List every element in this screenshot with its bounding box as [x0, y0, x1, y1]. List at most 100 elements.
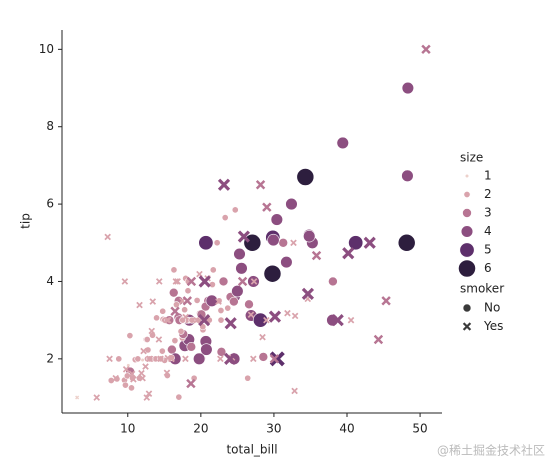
point	[233, 247, 246, 261]
point	[231, 206, 239, 214]
point	[205, 294, 218, 307]
point	[143, 394, 151, 401]
point	[296, 168, 315, 186]
point	[153, 314, 161, 322]
point	[128, 370, 136, 378]
point	[155, 278, 163, 285]
point	[397, 233, 416, 252]
point	[139, 374, 146, 382]
point	[229, 296, 239, 307]
legend-marker	[464, 173, 470, 179]
point	[157, 355, 164, 363]
point	[336, 136, 349, 150]
point	[193, 296, 201, 304]
point	[198, 275, 211, 288]
point	[171, 337, 179, 345]
point	[217, 316, 225, 324]
point	[149, 298, 157, 305]
point	[263, 316, 270, 324]
point	[291, 312, 299, 320]
point	[182, 355, 189, 363]
point	[138, 369, 145, 377]
point	[128, 384, 135, 392]
point	[122, 365, 130, 373]
point	[159, 307, 167, 315]
point	[134, 355, 142, 363]
point	[121, 278, 129, 285]
point	[168, 287, 179, 298]
legend-marker	[462, 303, 472, 313]
point	[331, 314, 344, 327]
legend-title: smoker	[460, 282, 504, 296]
point	[224, 317, 237, 330]
point	[146, 355, 153, 363]
point	[163, 369, 171, 377]
point	[224, 304, 232, 312]
point	[381, 296, 391, 306]
point	[75, 395, 80, 400]
point	[198, 314, 211, 327]
point	[93, 394, 101, 401]
point	[278, 237, 289, 248]
legend-marker	[459, 242, 475, 258]
point	[347, 316, 355, 324]
legend-label: 6	[484, 261, 492, 275]
point	[140, 347, 147, 355]
point	[373, 334, 384, 345]
point	[216, 347, 227, 357]
point	[259, 333, 266, 341]
point	[112, 374, 120, 382]
point	[237, 230, 250, 243]
legend-marker	[463, 191, 471, 198]
point	[262, 202, 272, 212]
y-axis-label: tip	[19, 213, 33, 229]
point	[148, 327, 156, 335]
point	[269, 351, 285, 367]
point	[244, 299, 254, 310]
x-tick-label: 40	[339, 422, 354, 436]
point	[188, 316, 196, 324]
legend-marker	[462, 322, 472, 331]
point	[158, 347, 166, 355]
point	[155, 336, 163, 343]
point	[145, 390, 153, 397]
point	[244, 374, 252, 382]
point	[182, 313, 189, 321]
point	[215, 298, 222, 305]
point	[170, 266, 178, 274]
point	[136, 301, 143, 309]
legend-marker	[460, 225, 474, 238]
point	[291, 387, 298, 395]
legend-label: 5	[484, 243, 492, 257]
point	[267, 233, 280, 247]
point	[198, 235, 214, 251]
point	[303, 230, 316, 243]
point	[104, 233, 111, 241]
y-tick-label: 8	[46, 119, 54, 133]
x-tick-label: 30	[266, 422, 281, 436]
point	[285, 197, 298, 211]
point	[221, 214, 229, 222]
y-tick-label: 6	[46, 197, 54, 211]
point	[217, 307, 225, 314]
point	[209, 266, 217, 274]
point	[217, 178, 231, 191]
point	[174, 278, 181, 285]
y-tick-label: 10	[39, 42, 54, 56]
point	[284, 309, 291, 317]
point	[258, 352, 269, 362]
point	[247, 311, 255, 319]
point	[182, 296, 193, 306]
watermark: @稀土掘金技术社区	[437, 443, 545, 458]
point	[250, 278, 258, 285]
x-tick-label: 10	[120, 422, 135, 436]
point	[186, 276, 197, 287]
x-tick-label: 20	[193, 422, 208, 436]
point	[421, 44, 431, 55]
point	[121, 381, 129, 389]
point	[348, 235, 364, 251]
point	[172, 278, 180, 285]
point	[163, 316, 171, 324]
point	[235, 262, 248, 275]
